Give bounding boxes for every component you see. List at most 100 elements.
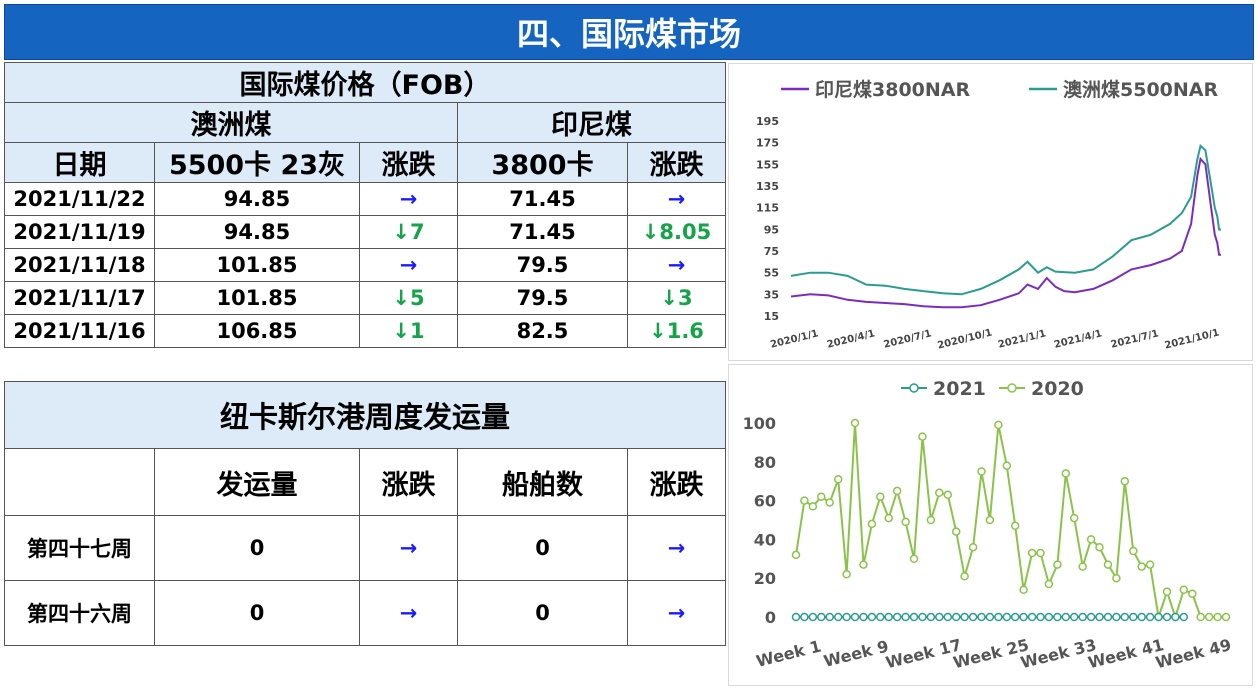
data-point <box>985 515 995 525</box>
legend-label: 澳洲煤5500NAR <box>1063 78 1218 101</box>
table-row: 2021/11/18 101.85 → 79.5 → <box>4 248 727 282</box>
data-point <box>1078 612 1087 622</box>
ships-cell: 0 <box>457 515 628 581</box>
data-point <box>1221 612 1231 622</box>
au-change-cell: ↓1 <box>359 314 458 348</box>
id-price-cell: 79.5 <box>457 248 628 282</box>
table-row: 2021/11/19 94.85 ↓7 71.45 ↓8.05 <box>4 215 727 249</box>
id-price-cell: 82.5 <box>457 314 628 348</box>
id-change-cell: ↓1.6 <box>626 314 727 348</box>
data-point <box>850 612 860 622</box>
y-tick-label: 195 <box>756 115 779 128</box>
table-row: 2021/11/22 94.85 → 71.45 → <box>4 182 727 216</box>
data-point <box>800 496 809 505</box>
au-price-cell: 94.85 <box>154 182 360 216</box>
col-header-id-change: 涨跌 <box>626 142 727 183</box>
data-point <box>850 418 860 428</box>
data-point <box>960 612 969 622</box>
data-point <box>968 542 978 552</box>
data-point <box>1053 560 1062 569</box>
y-tick-label: 100 <box>743 414 776 433</box>
volume-cell: 0 <box>154 580 360 646</box>
legend-marker <box>909 383 919 393</box>
data-point <box>1129 546 1138 556</box>
col-header-volume-change: 涨跌 <box>359 448 458 516</box>
shipment-table: 纽卡斯尔港周度发运量 发运量 涨跌 船舶数 涨跌 第四十七周 0 → 0 → 第… <box>4 381 726 646</box>
table-row: 2021/11/16 106.85 ↓1 82.5 ↓1.6 <box>4 314 727 348</box>
y-tick-label: 75 <box>764 245 779 258</box>
col-header-volume: 发运量 <box>154 448 360 516</box>
data-point <box>1036 548 1045 558</box>
data-point <box>791 550 801 560</box>
data-point <box>867 519 877 529</box>
x-tick-label: Week 9 <box>822 636 891 670</box>
id-price-cell: 71.45 <box>457 182 628 216</box>
data-point <box>808 612 818 622</box>
data-point <box>909 612 919 622</box>
data-point <box>901 612 910 622</box>
au-change-cell: ↓5 <box>359 281 458 315</box>
data-point <box>935 612 944 622</box>
data-point <box>951 527 961 536</box>
data-point <box>884 612 893 622</box>
x-tick-label: Week 1 <box>754 636 823 670</box>
data-point <box>1171 612 1180 622</box>
data-point <box>918 612 927 622</box>
y-tick-label: 80 <box>754 453 776 472</box>
y-tick-label: 175 <box>756 137 779 150</box>
data-point <box>1137 612 1146 622</box>
data-point <box>1103 560 1113 569</box>
data-point <box>1027 548 1037 558</box>
ships-change-cell: → <box>627 515 726 581</box>
data-point <box>1078 562 1087 571</box>
price-table-title: 国际煤价格（FOB） <box>3 62 727 103</box>
y-tick-label: 135 <box>756 180 779 193</box>
page-title: 四、国际煤市场 <box>4 4 1254 60</box>
legend-label: 印尼煤3800NAR <box>815 79 970 101</box>
data-point <box>1120 612 1130 622</box>
date-cell: 2021/11/22 <box>4 182 155 216</box>
data-point <box>909 554 919 564</box>
group-header-australia: 澳洲煤 <box>4 102 458 143</box>
date-cell: 2021/11/17 <box>4 281 155 315</box>
data-point <box>1103 612 1113 622</box>
shipment-table-title: 纽卡斯尔港周度发运量 <box>4 381 726 449</box>
x-tick-label: 2020/10/1 <box>936 327 993 351</box>
data-point <box>1162 612 1172 622</box>
x-tick-label: 2020/7/1 <box>883 328 933 351</box>
col-header-date: 日期 <box>4 142 155 183</box>
au-price-cell: 106.85 <box>154 314 360 348</box>
data-point <box>951 612 961 622</box>
ships-change-cell: → <box>627 580 726 646</box>
x-tick-label: 2021/1/1 <box>997 328 1047 351</box>
data-point <box>833 475 843 484</box>
x-tick-label: Week 49 <box>1154 635 1234 672</box>
data-point <box>1188 589 1197 598</box>
data-point <box>1204 612 1214 622</box>
data-point <box>1213 612 1222 622</box>
data-point <box>1027 612 1037 622</box>
series-line <box>795 422 1226 621</box>
data-point <box>808 502 818 511</box>
data-point <box>867 612 877 622</box>
legend-marker <box>1007 383 1017 393</box>
data-point <box>1095 542 1104 552</box>
data-point <box>859 560 868 569</box>
y-tick-label: 0 <box>765 608 776 627</box>
data-point <box>1036 612 1045 622</box>
id-price-cell: 79.5 <box>457 281 628 315</box>
data-point <box>935 488 944 498</box>
data-point <box>1002 461 1012 470</box>
data-point <box>1137 562 1146 571</box>
au-price-cell: 94.85 <box>154 215 360 249</box>
data-point <box>1002 612 1012 622</box>
data-point <box>791 612 801 622</box>
data-point <box>960 572 969 581</box>
data-point <box>800 612 809 622</box>
ships-cell: 0 <box>457 580 628 646</box>
data-point <box>901 517 910 527</box>
data-point <box>825 612 834 622</box>
data-point <box>876 612 885 622</box>
y-tick-label: 115 <box>756 202 779 215</box>
